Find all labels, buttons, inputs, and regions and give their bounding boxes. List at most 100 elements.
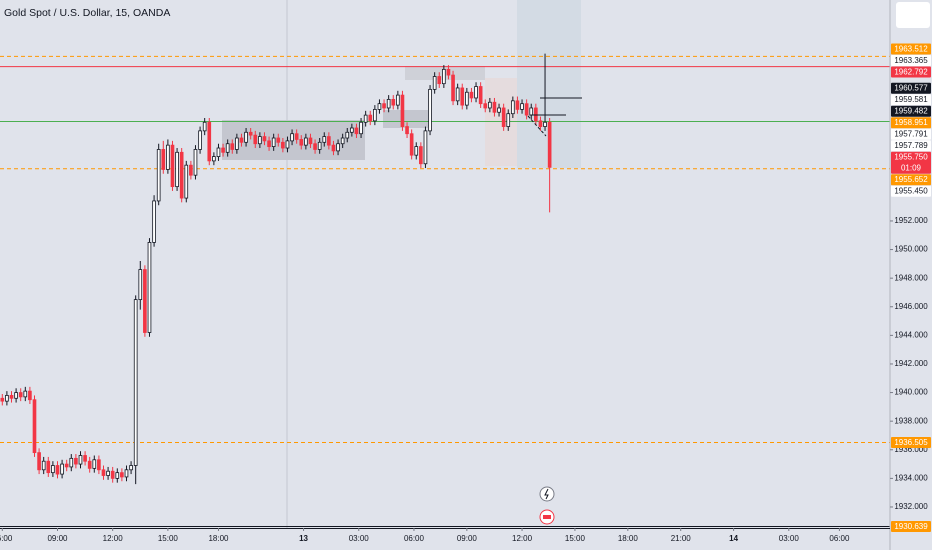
candle-body [170, 144, 175, 188]
candle-body [363, 114, 368, 123]
price-label-box [891, 140, 931, 152]
candle-body [207, 121, 212, 162]
event-icon-glyph [544, 488, 549, 500]
x-tick-label: 06:00 [829, 534, 850, 543]
price-label: 1959.581 [894, 95, 928, 104]
price-label: 1958.951 [894, 118, 928, 127]
price-label-box [891, 520, 931, 532]
candle-body [221, 147, 225, 153]
candle-body [465, 91, 469, 106]
y-tick-label: 1940.000 [894, 388, 928, 397]
candle-body [179, 151, 184, 199]
price-label-box [891, 128, 931, 140]
candle-body [83, 455, 87, 462]
x-tick-label: 14 [729, 534, 738, 543]
price-label: 1963.512 [894, 44, 928, 53]
price-label: 1957.791 [894, 130, 928, 139]
candle-body [322, 136, 327, 143]
candle-body [258, 136, 262, 145]
candle-body [244, 131, 248, 143]
candle-body [23, 390, 28, 398]
candle-body [262, 136, 267, 142]
candle-body [419, 146, 423, 165]
x-tick-label: 06:00 [0, 534, 13, 543]
price-label: 1957.789 [894, 141, 928, 150]
candle-body [184, 164, 189, 199]
candle-body [239, 137, 244, 143]
x-tick-label: 03:00 [779, 534, 800, 543]
y-tick-label: 1932.000 [894, 502, 928, 511]
candle-body [202, 121, 207, 132]
candle-body [506, 113, 511, 127]
candle-body [317, 141, 322, 150]
candle-body [345, 131, 350, 139]
x-tick-label: 15:00 [158, 534, 179, 543]
candle-body [74, 457, 78, 465]
event-icon[interactable] [539, 486, 555, 502]
y-tick-label: 1946.000 [894, 302, 928, 311]
candle-body [5, 395, 9, 402]
candle-body [391, 98, 396, 106]
price-label-box [891, 82, 931, 94]
candle-body [368, 114, 373, 122]
candle-body [69, 457, 74, 468]
price-label-box [891, 185, 931, 197]
y-tick-label: 1948.000 [894, 273, 928, 282]
candle-body [78, 455, 83, 465]
candle-body [460, 87, 465, 106]
candle-body [294, 133, 299, 140]
price-label-box [891, 105, 931, 117]
candle-body [469, 91, 474, 99]
candle-body [529, 107, 534, 116]
x-tick-label: 12:00 [512, 534, 533, 543]
candle-body [87, 460, 92, 469]
candle-body [253, 134, 258, 145]
candle-body [488, 101, 492, 109]
candle-body [428, 88, 432, 132]
candle-body [147, 242, 152, 333]
candle-body [446, 68, 451, 76]
candle-body [547, 121, 552, 168]
candle-body [225, 143, 230, 153]
y-tick-label: 1944.000 [894, 330, 928, 339]
candle-body [60, 463, 64, 475]
price-label: 1955.652 [894, 175, 928, 184]
candle-body [304, 137, 308, 146]
y-tick-label: 1938.000 [894, 416, 928, 425]
candle-body [373, 109, 377, 122]
candle-body [97, 459, 101, 471]
price-label-countdown: 01:09 [901, 163, 922, 172]
candle-body [166, 144, 170, 170]
candle-body [437, 76, 442, 85]
price-label: 1962.792 [894, 67, 928, 76]
candle-body [9, 395, 14, 399]
y-tick-label: 1952.000 [894, 216, 928, 225]
x-tick-label: 18:00 [208, 534, 229, 543]
price-label: 1936.505 [894, 438, 928, 447]
candle-body [235, 137, 239, 150]
x-tick-label: 06:00 [404, 534, 425, 543]
price-label: 1959.482 [894, 107, 928, 116]
price-label: 1955.450 [894, 187, 928, 196]
candle-body [497, 107, 501, 113]
x-tick-label: 13 [299, 534, 308, 543]
candle-body [432, 76, 437, 90]
candle-body [14, 392, 18, 399]
candle-body [101, 469, 106, 476]
candle-body [474, 86, 478, 99]
price-label-box [891, 437, 931, 449]
event-icon-glyph [543, 515, 551, 519]
candle-body [281, 141, 285, 149]
candle-body [299, 139, 304, 146]
candle-body [400, 94, 405, 127]
candle-body [534, 107, 538, 122]
price-label: 1963.365 [894, 56, 928, 65]
candle-body [193, 149, 198, 176]
candle-body [156, 149, 161, 202]
candle-body [198, 130, 202, 150]
candle-body [290, 133, 294, 142]
candle-body [331, 144, 336, 152]
candle-body [308, 137, 313, 145]
x-tick-label: 21:00 [671, 534, 692, 543]
settings-button[interactable] [896, 2, 930, 28]
